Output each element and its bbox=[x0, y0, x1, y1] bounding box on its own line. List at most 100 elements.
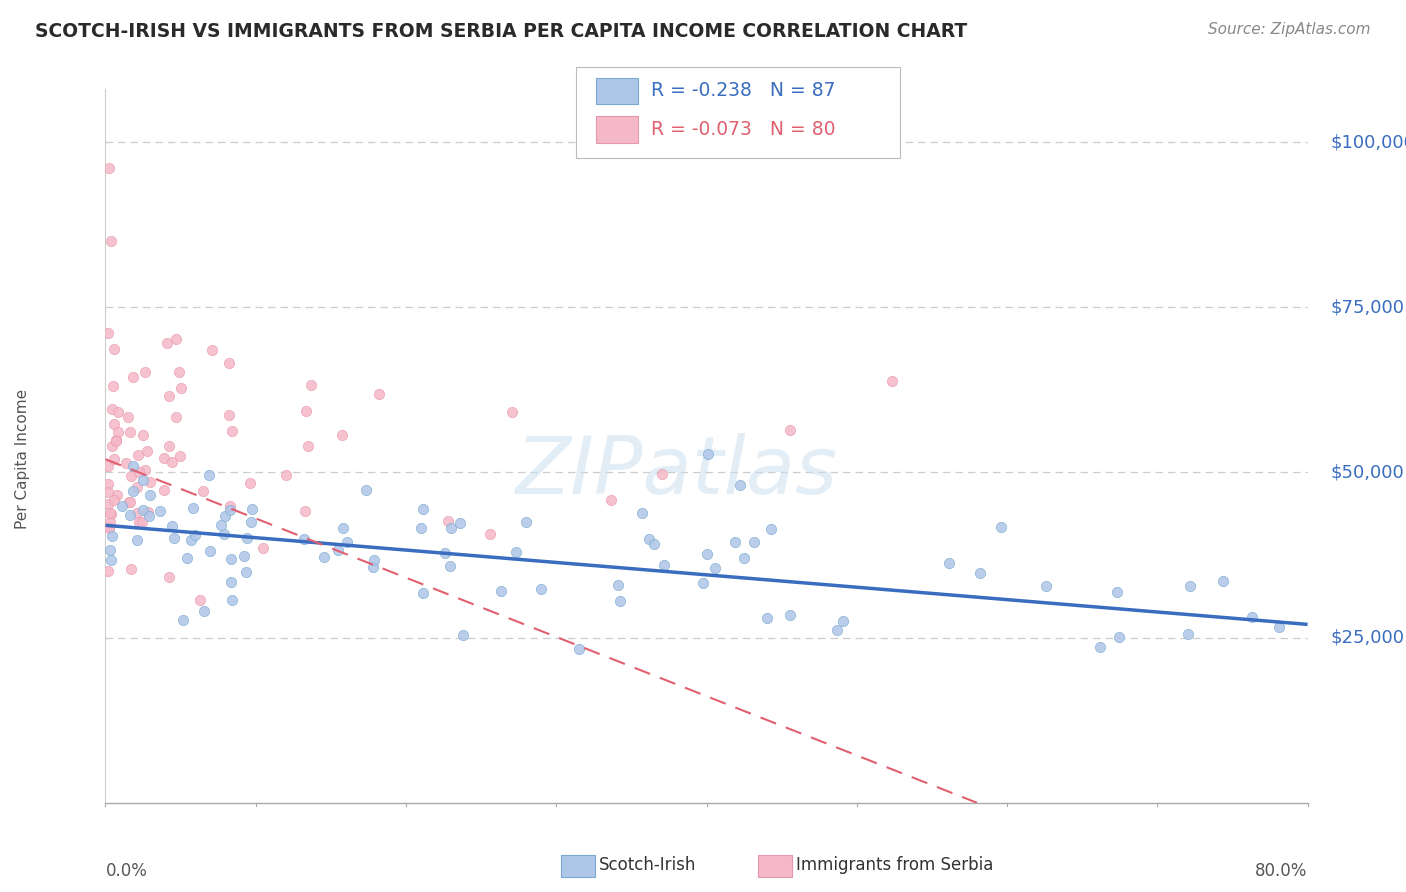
Point bbox=[191, 483, 214, 498]
Point bbox=[779, 608, 801, 623]
Point bbox=[169, 381, 191, 395]
Point bbox=[121, 370, 143, 384]
Point bbox=[292, 532, 315, 546]
Point bbox=[515, 515, 537, 529]
Point bbox=[530, 582, 553, 596]
Point bbox=[100, 234, 122, 248]
Point bbox=[332, 521, 354, 535]
Point bbox=[637, 533, 659, 547]
Point bbox=[105, 434, 128, 448]
Point bbox=[172, 613, 194, 627]
Point bbox=[180, 533, 202, 547]
Point bbox=[128, 515, 150, 529]
Point bbox=[198, 468, 221, 483]
Point bbox=[356, 483, 378, 498]
Point bbox=[692, 576, 714, 591]
Point bbox=[1268, 620, 1291, 634]
Point bbox=[969, 566, 991, 580]
Point bbox=[188, 592, 211, 607]
Point bbox=[118, 495, 141, 509]
Point bbox=[201, 343, 224, 358]
Point bbox=[98, 543, 121, 558]
Point bbox=[728, 477, 751, 491]
Point bbox=[111, 499, 134, 513]
Text: Scotch-Irish: Scotch-Irish bbox=[599, 856, 696, 874]
Text: 80.0%: 80.0% bbox=[1256, 863, 1308, 880]
Point bbox=[779, 423, 801, 437]
Point bbox=[703, 561, 725, 575]
Point bbox=[118, 425, 141, 439]
Point bbox=[449, 516, 471, 531]
Point bbox=[330, 428, 353, 442]
Point bbox=[294, 404, 316, 418]
Point bbox=[451, 628, 474, 642]
Point bbox=[97, 520, 120, 534]
Point bbox=[440, 521, 463, 535]
Point bbox=[103, 342, 125, 356]
Point bbox=[361, 560, 384, 574]
Point bbox=[136, 444, 159, 458]
Point bbox=[1108, 630, 1130, 644]
Point bbox=[437, 514, 460, 528]
Point bbox=[101, 378, 124, 392]
Point bbox=[184, 527, 207, 541]
Point bbox=[100, 508, 122, 522]
Text: SCOTCH-IRISH VS IMMIGRANTS FROM SERBIA PER CAPITA INCOME CORRELATION CHART: SCOTCH-IRISH VS IMMIGRANTS FROM SERBIA P… bbox=[35, 22, 967, 41]
Point bbox=[176, 550, 198, 565]
Point bbox=[643, 537, 665, 551]
Point bbox=[479, 527, 502, 541]
Point bbox=[167, 365, 190, 379]
Point bbox=[118, 495, 141, 509]
Point bbox=[1241, 610, 1264, 624]
Point bbox=[100, 439, 122, 453]
Point bbox=[1180, 579, 1202, 593]
Point bbox=[181, 501, 204, 516]
Point bbox=[120, 562, 142, 576]
Text: $50,000: $50,000 bbox=[1330, 464, 1403, 482]
Point bbox=[212, 526, 235, 541]
Point bbox=[97, 458, 120, 473]
Point bbox=[97, 477, 120, 491]
Point bbox=[118, 508, 141, 523]
Point bbox=[654, 558, 676, 572]
Point bbox=[697, 447, 720, 461]
Point bbox=[132, 473, 155, 487]
Point bbox=[433, 546, 456, 560]
Point bbox=[297, 439, 319, 453]
Point bbox=[439, 559, 461, 574]
Point bbox=[156, 336, 179, 351]
Point bbox=[363, 553, 385, 567]
Text: R = -0.073   N = 80: R = -0.073 N = 80 bbox=[651, 120, 835, 139]
Point bbox=[104, 434, 127, 449]
Point bbox=[165, 410, 187, 425]
Point bbox=[120, 469, 142, 483]
Point bbox=[1107, 585, 1129, 599]
Point bbox=[825, 623, 848, 637]
Point bbox=[97, 564, 120, 578]
Point bbox=[107, 425, 129, 440]
Point bbox=[138, 508, 160, 523]
Point bbox=[1090, 640, 1112, 655]
Point bbox=[193, 604, 215, 618]
Point bbox=[1035, 579, 1057, 593]
Point bbox=[312, 549, 335, 564]
Point bbox=[211, 517, 233, 532]
Point bbox=[219, 575, 242, 590]
Point bbox=[759, 523, 782, 537]
Point bbox=[235, 565, 257, 579]
Text: R = -0.238   N = 87: R = -0.238 N = 87 bbox=[651, 81, 835, 101]
Point bbox=[221, 593, 243, 607]
Text: Immigrants from Serbia: Immigrants from Serbia bbox=[796, 856, 993, 874]
Point bbox=[368, 387, 391, 401]
Point bbox=[631, 506, 654, 520]
Point bbox=[122, 458, 145, 473]
Point bbox=[152, 483, 174, 497]
Point bbox=[252, 541, 274, 556]
Point bbox=[274, 468, 297, 483]
Point bbox=[724, 535, 747, 549]
Point bbox=[160, 519, 183, 533]
Point bbox=[127, 448, 149, 462]
Text: $25,000: $25,000 bbox=[1330, 629, 1405, 647]
Point bbox=[696, 547, 718, 561]
Point bbox=[98, 506, 121, 520]
